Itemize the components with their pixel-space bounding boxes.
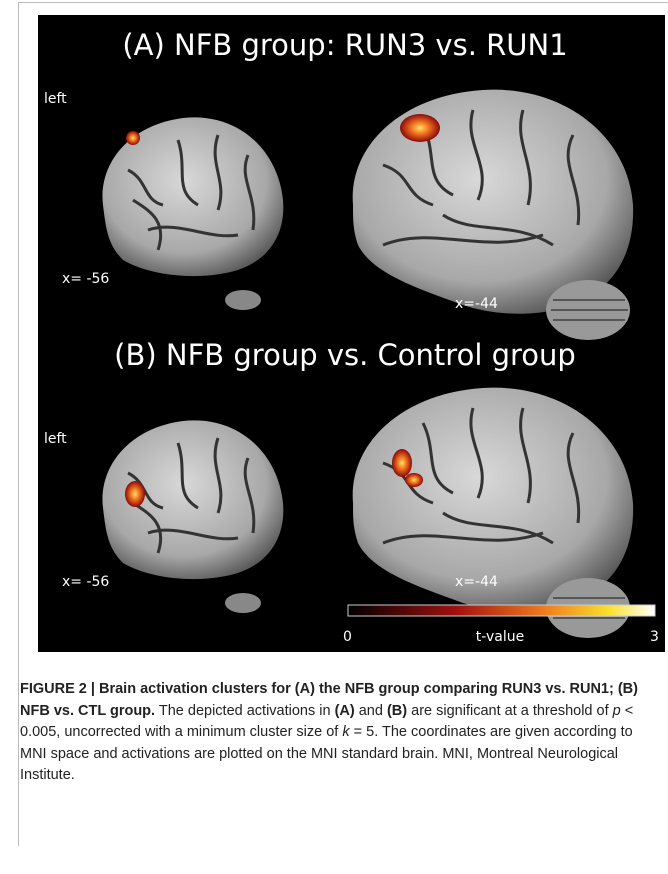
panel-title: (A) NFB group: RUN3 vs. RUN1 [122,28,567,62]
side-label: left [44,431,67,447]
caption-text: k [342,724,349,740]
caption-text: The depicted activations in [159,703,335,719]
activation [400,114,440,142]
caption-text: are significant at a threshold of [407,703,613,719]
colorbar-min: 0 [343,629,352,645]
colorbar [348,605,655,616]
slice-label: x= -56 [62,574,109,590]
caption-text: (B) [387,703,407,719]
side-label: left [44,91,67,107]
colorbar-max: 3 [650,629,659,645]
panel-title: (B) NFB group vs. Control group [114,338,576,372]
figure-image: (A) NFB group: RUN3 vs. RUN1 left x= -56… [38,15,665,652]
activation [405,473,423,487]
activation [126,131,140,145]
activation [125,481,145,507]
activation [392,449,412,477]
slice-label: x=-44 [455,574,498,590]
colorbar-label: t-value [476,629,524,645]
caption-text: (A) [335,703,355,719]
slice-label: x=-44 [455,296,498,312]
caption-text: and [355,703,387,719]
slice-label: x= -56 [62,271,109,287]
caption-text: p [613,703,621,719]
caption: FIGURE 2 | Brain activation clusters for… [20,679,652,787]
